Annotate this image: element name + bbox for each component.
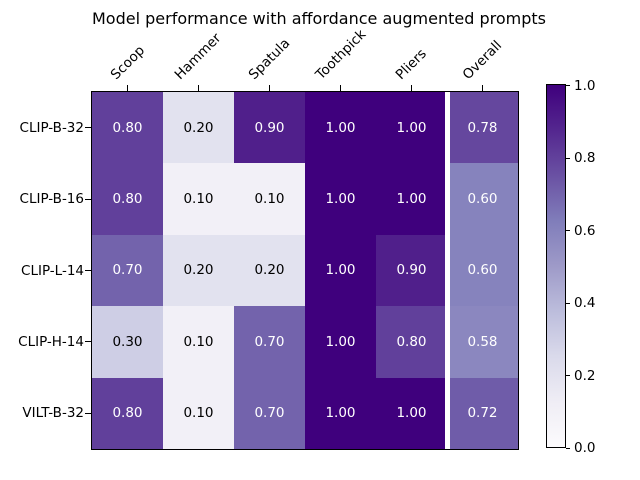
colorbar-tick — [566, 447, 570, 449]
heatmap-cell: 1.00 — [375, 377, 447, 449]
y-tick — [85, 412, 91, 414]
colorbar-tick — [566, 302, 570, 304]
x-tick — [340, 85, 341, 91]
x-tick — [269, 85, 270, 91]
colorbar-tick-label: 0.6 — [574, 222, 596, 239]
heatmap-cell: 0.20 — [162, 234, 234, 307]
colorbar — [546, 84, 566, 448]
heatmap-cell: 0.58 — [447, 306, 518, 378]
row-label: CLIP-L-14 — [21, 262, 84, 279]
heatmap-cell: 0.70 — [233, 377, 305, 449]
colorbar-tick-label: 0.8 — [574, 150, 596, 166]
row-label: CLIP-B-32 — [19, 119, 84, 136]
colorbar-tick-label: 0.4 — [574, 295, 596, 311]
heatmap-cell: 0.72 — [447, 377, 518, 449]
heatmap-cell: 0.60 — [447, 163, 518, 235]
col-label: Scoop — [107, 42, 148, 83]
colorbar-tick-label: 0.2 — [574, 367, 596, 384]
heatmap-cell: 0.60 — [447, 234, 518, 307]
colorbar-tick-label: 0.0 — [574, 440, 596, 456]
y-tick — [85, 341, 91, 343]
heatmap-cell: 0.70 — [92, 234, 163, 307]
x-tick — [127, 85, 128, 91]
heatmap-cell: 0.10 — [162, 377, 234, 449]
heatmap-cell: 0.20 — [233, 234, 305, 307]
heatmap-cell: 1.00 — [375, 163, 447, 235]
col-label: Hammer — [171, 30, 225, 83]
y-tick — [85, 127, 91, 129]
heatmap-cell: 1.00 — [305, 377, 376, 449]
y-tick — [85, 270, 91, 271]
column-separator — [444, 92, 450, 449]
heatmap-cell: 0.10 — [162, 163, 234, 235]
heatmap-cell: 1.00 — [375, 92, 447, 164]
heatmap: 0.80 0.20 0.90 1.00 1.00 0.78 0.80 0.10 0.10 1.00… — [91, 91, 519, 450]
heatmap-cell: 1.00 — [305, 92, 376, 164]
row-label: CLIP-B-16 — [19, 191, 84, 208]
colorbar-tick — [566, 157, 570, 159]
chart-title: Model performance with affordance augmen… — [92, 9, 547, 28]
row-label: CLIP-H-14 — [18, 333, 84, 350]
x-tick — [482, 85, 483, 91]
heatmap-cell: 1.00 — [305, 163, 376, 235]
colorbar-tick — [566, 230, 570, 231]
row-label: VILT-B-32 — [22, 405, 84, 422]
heatmap-cell: 0.10 — [162, 306, 234, 378]
heatmap-cell: 1.00 — [305, 234, 376, 307]
heatmap-cell: 0.30 — [92, 306, 163, 378]
x-tick — [411, 85, 412, 91]
heatmap-cell: 0.90 — [375, 234, 447, 307]
heatmap-cell: 0.80 — [375, 306, 447, 378]
heatmap-cell: 0.78 — [447, 92, 518, 164]
colorbar-tick — [566, 375, 570, 376]
heatmap-cell: 0.80 — [92, 377, 163, 449]
colorbar-tick-label: 1.0 — [574, 77, 596, 94]
colorbar-tick — [566, 85, 570, 86]
heatmap-cell: 0.20 — [162, 92, 234, 164]
x-tick — [198, 85, 199, 91]
heatmap-cell: 0.80 — [92, 92, 163, 164]
col-label: Spatula — [245, 35, 294, 83]
col-label: Pliers — [392, 45, 430, 83]
heatmap-cell: 0.70 — [233, 306, 305, 378]
heatmap-cell: 1.00 — [305, 306, 376, 378]
col-label: Overall — [459, 37, 506, 83]
heatmap-cell: 0.90 — [233, 92, 305, 164]
col-label: Toothpick — [312, 26, 369, 83]
y-tick — [85, 198, 91, 200]
heatmap-cell: 0.10 — [233, 163, 305, 235]
heatmap-cell: 0.80 — [92, 163, 163, 235]
